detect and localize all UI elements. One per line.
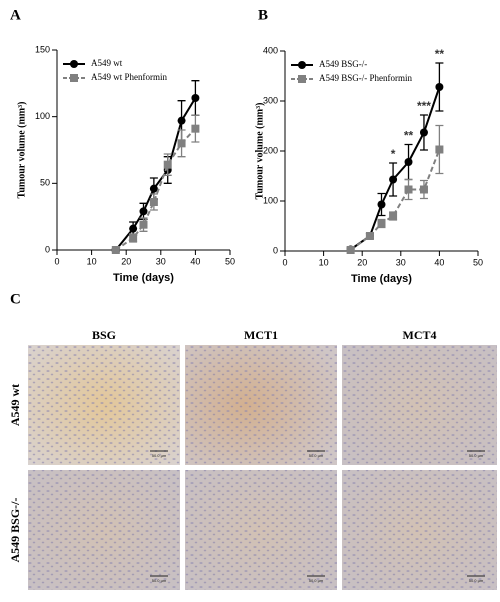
data-point <box>419 128 428 137</box>
legend-label: A549 wt <box>91 58 123 68</box>
x-tick-label: 10 <box>319 257 329 267</box>
data-point <box>404 185 413 194</box>
y-axis-label: Tumour volume (mm³) <box>16 102 27 199</box>
data-point <box>139 220 148 229</box>
data-point <box>191 94 200 102</box>
x-tick-label: 50 <box>473 257 483 267</box>
x-tick-label: 10 <box>87 256 97 266</box>
legend-marker <box>298 61 306 69</box>
data-point <box>163 160 172 169</box>
y-tick-label: 300 <box>263 95 278 105</box>
y-tick-label: 0 <box>45 244 50 254</box>
y-axis-label: Tumour volume (mm³) <box>254 103 265 200</box>
panel-label: B <box>258 7 268 23</box>
x-tick-label: 20 <box>357 257 367 267</box>
micrograph-cells <box>185 470 337 590</box>
data-point <box>435 145 444 154</box>
column-header: MCT1 <box>244 328 278 342</box>
data-point <box>139 207 148 216</box>
x-tick-label: 50 <box>225 256 235 266</box>
data-point <box>435 83 444 91</box>
x-tick-label: 30 <box>396 257 406 267</box>
data-point <box>365 232 374 240</box>
series-line <box>350 149 441 251</box>
data-point <box>111 246 120 254</box>
legend-label: A549 BSG-/- <box>319 59 367 69</box>
x-tick-label: 40 <box>190 256 200 266</box>
y-tick-label: 100 <box>35 111 50 121</box>
row-label: A549 wt <box>8 384 22 426</box>
micrograph-cells <box>342 345 497 465</box>
data-point <box>149 184 158 193</box>
significance: ** <box>435 47 445 61</box>
y-tick-label: 0 <box>273 245 278 255</box>
x-tick-label: 40 <box>434 257 444 267</box>
axes <box>280 50 479 256</box>
scale-bar-label: 50.0 µm <box>469 453 484 458</box>
scale-bar-label: 50.0 µm <box>309 453 324 458</box>
data-point <box>149 198 158 206</box>
legend-label: A549 BSG-/- Phenformin <box>319 73 412 83</box>
y-tick-label: 200 <box>263 145 278 155</box>
axes <box>52 49 231 255</box>
x-tick-label: 0 <box>282 257 287 267</box>
data-point <box>404 158 413 166</box>
panel-label: C <box>10 291 21 307</box>
panel-label: A <box>10 7 21 23</box>
x-axis-label: Time (days) <box>351 273 412 285</box>
data-point <box>191 124 200 133</box>
y-tick-label: 100 <box>263 195 278 205</box>
scale-bar-label: 50.0 µm <box>309 578 324 583</box>
scale-bar-label: 50.0 µm <box>152 453 167 458</box>
micrograph-cells <box>28 345 180 465</box>
y-tick-label: 400 <box>263 45 278 55</box>
significance: *** <box>417 99 431 113</box>
data-point <box>129 234 138 242</box>
micrograph-cells <box>28 470 180 590</box>
significance: ** <box>404 129 414 143</box>
data-point <box>377 219 386 228</box>
scale-bar-label: 50.0 µm <box>152 578 167 583</box>
y-tick-label: 150 <box>35 44 50 54</box>
x-tick-label: 30 <box>156 256 166 266</box>
x-tick-label: 20 <box>121 256 131 266</box>
row-label: A549 BSG-/- <box>8 497 22 562</box>
scale-bar-label: 50.0 µm <box>469 578 484 583</box>
legend-marker <box>70 74 78 82</box>
column-header: BSG <box>92 328 116 342</box>
x-tick-label: 0 <box>54 256 59 266</box>
data-point <box>129 224 138 233</box>
legend-label: A549 wt Phenformin <box>91 72 167 82</box>
data-point <box>177 139 186 148</box>
y-tick-label: 50 <box>40 178 50 188</box>
column-header: MCT4 <box>403 328 437 342</box>
micrograph-cells <box>185 345 337 465</box>
significance: * <box>391 147 396 161</box>
data-point <box>377 200 386 209</box>
x-axis-label: Time (days) <box>113 272 174 284</box>
data-point <box>346 246 355 254</box>
legend-marker <box>298 75 306 83</box>
data-point <box>389 212 398 220</box>
data-point <box>177 116 186 125</box>
data-point <box>419 185 428 194</box>
legend-marker <box>70 60 78 68</box>
data-point <box>389 175 398 184</box>
micrograph-cells <box>342 470 497 590</box>
